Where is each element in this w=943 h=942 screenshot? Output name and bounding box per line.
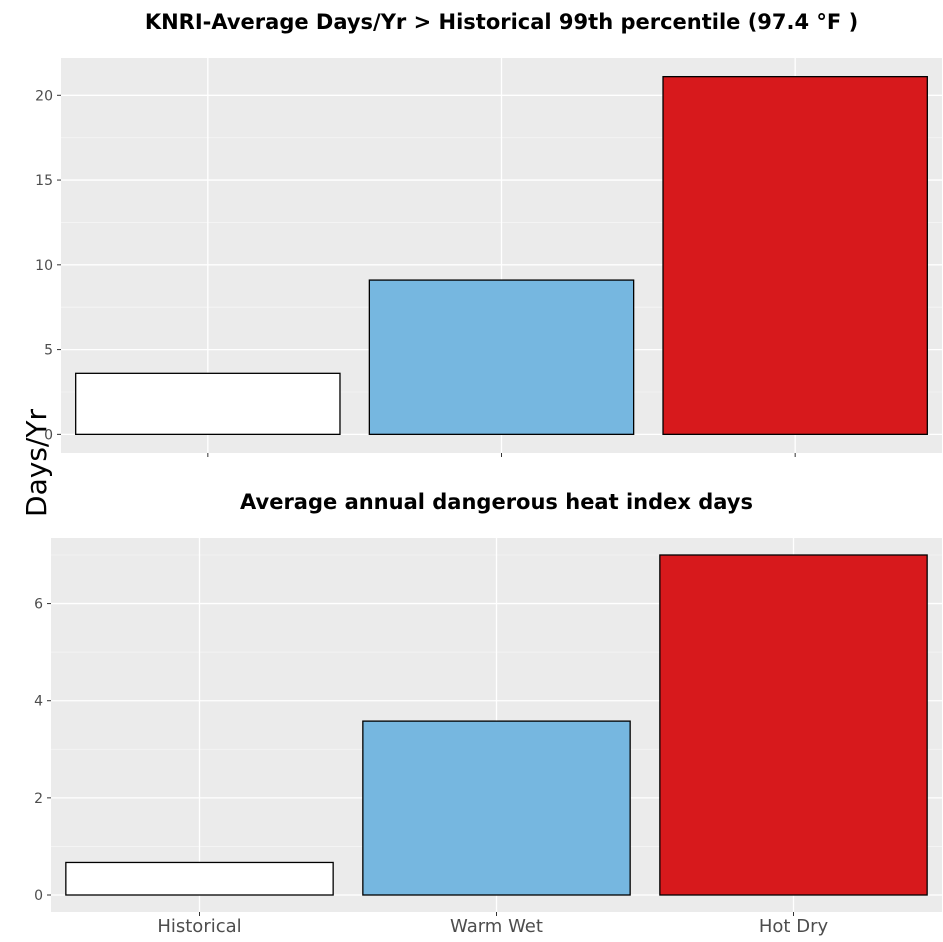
y-axis-label: Days/Yr [20, 409, 53, 517]
y-tick-label: 10 [35, 258, 53, 274]
y-tick-label: 5 [44, 343, 53, 359]
x-tick-label: Hot Dry [759, 916, 829, 937]
y-tick-label: 20 [35, 88, 53, 104]
bar-historical [75, 372, 341, 436]
y-tick-label: 6 [34, 597, 43, 613]
y-tick-label: 4 [34, 694, 43, 710]
x-tick-label: Warm Wet [450, 916, 543, 937]
x-tick-label: Historical [157, 916, 241, 937]
chart-title: KNRI-Average Days/Yr > Historical 99th p… [145, 10, 858, 34]
y-tick-label: 0 [44, 427, 53, 443]
bar-historical [65, 861, 334, 896]
bar-warm-wet [368, 279, 635, 436]
chart-panel-bottom: Average annual dangerous heat index days… [34, 490, 942, 937]
y-tick-label: 2 [34, 791, 43, 807]
chart-panel-top: KNRI-Average Days/Yr > Historical 99th p… [35, 10, 942, 457]
bar-warm-wet [362, 720, 631, 896]
y-tick-label: 0 [34, 888, 43, 904]
bar-hot-dry [662, 75, 928, 436]
bar-hot-dry [659, 554, 928, 896]
chart-title: Average annual dangerous heat index days [240, 490, 753, 514]
y-tick-label: 15 [35, 173, 53, 189]
